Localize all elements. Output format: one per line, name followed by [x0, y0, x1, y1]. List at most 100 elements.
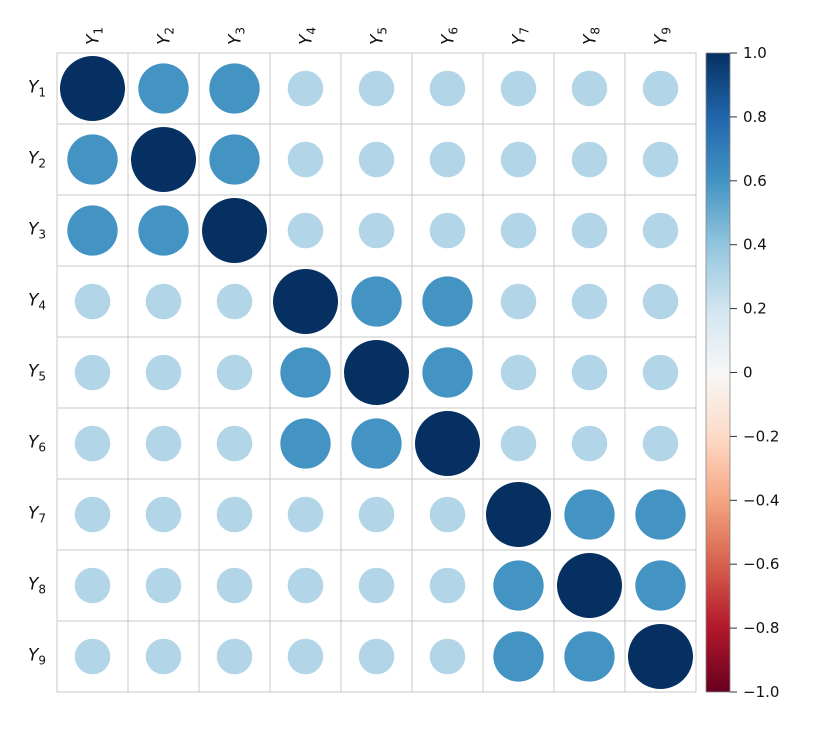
- corr-circle-3-8: [571, 212, 608, 249]
- column-labels: Y1 Y2 Y3 Y4 Y5 Y6 Y7 Y8 Y9: [84, 27, 674, 45]
- corr-circle-4-8: [571, 283, 608, 320]
- colorbar-tick-label: −0.8: [743, 619, 779, 637]
- row-labels: Y1 Y2 Y3 Y4 Y5 Y6 Y7 Y8 Y9: [28, 78, 46, 668]
- corr-circle-3-2: [138, 205, 189, 256]
- column-label-3: Y3: [226, 27, 248, 45]
- corr-circle-8-5: [358, 567, 395, 604]
- corr-circle-9-6: [429, 638, 466, 675]
- corr-circle-6-5: [351, 418, 402, 469]
- column-label-8: Y8: [581, 27, 603, 45]
- corr-circle-3-6: [429, 212, 466, 249]
- corr-circle-2-9: [642, 141, 679, 178]
- corr-circle-6-1: [74, 425, 111, 462]
- corr-circle-1-4: [287, 70, 324, 107]
- corr-circle-8-4: [287, 567, 324, 604]
- corr-circle-3-7: [500, 212, 537, 249]
- corr-circle-8-3: [216, 567, 253, 604]
- corr-circle-4-1: [74, 283, 111, 320]
- corr-circle-3-9: [642, 212, 679, 249]
- row-label-4: Y4: [28, 291, 46, 313]
- corr-circle-5-7: [500, 354, 537, 391]
- corr-circle-4-2: [145, 283, 182, 320]
- corr-circle-2-4: [287, 141, 324, 178]
- row-label-6: Y6: [28, 433, 46, 455]
- colorbar-tick-label: 0.8: [743, 108, 767, 126]
- column-label-6: Y6: [439, 27, 461, 45]
- column-label-7: Y7: [510, 27, 532, 45]
- corr-circle-4-3: [216, 283, 253, 320]
- row-label-5: Y5: [28, 362, 46, 384]
- colorbar-tick-label: 0.6: [743, 172, 767, 190]
- row-label-9: Y9: [28, 646, 46, 668]
- colorbar-tick-label: 1.0: [743, 44, 767, 62]
- corr-circle-6-3: [216, 425, 253, 462]
- corr-circle-9-7: [493, 631, 544, 682]
- corr-circle-6-8: [571, 425, 608, 462]
- corr-circle-5-9: [642, 354, 679, 391]
- corr-circle-2-3: [209, 134, 260, 185]
- corr-circle-9-8: [564, 631, 615, 682]
- corr-circle-7-6: [429, 496, 466, 533]
- corr-circle-2-2: [131, 127, 196, 192]
- corr-circle-5-6: [422, 347, 473, 398]
- row-label-3: Y3: [28, 220, 46, 242]
- corr-circle-6-6: [415, 411, 480, 476]
- corr-circle-9-5: [358, 638, 395, 675]
- column-label-5: Y5: [368, 27, 390, 45]
- corr-circle-8-7: [493, 560, 544, 611]
- corr-circle-3-4: [287, 212, 324, 249]
- colorbar-tick-label: 0: [743, 364, 753, 382]
- corr-circle-8-9: [635, 560, 686, 611]
- corr-circle-8-2: [145, 567, 182, 604]
- corr-circle-7-2: [145, 496, 182, 533]
- colorbar-tick-label: −1.0: [743, 683, 779, 701]
- corr-circle-8-6: [429, 567, 466, 604]
- corr-circle-1-9: [642, 70, 679, 107]
- colorbar-tick-label: 0.2: [743, 300, 767, 318]
- corr-circle-5-2: [145, 354, 182, 391]
- row-label-8: Y8: [28, 575, 46, 597]
- corr-circle-3-1: [67, 205, 118, 256]
- column-label-9: Y9: [652, 27, 674, 45]
- corr-circle-1-5: [358, 70, 395, 107]
- column-label-2: Y2: [155, 27, 177, 45]
- column-label-4: Y4: [297, 27, 319, 45]
- row-label-7: Y7: [28, 504, 46, 526]
- corr-circle-5-1: [74, 354, 111, 391]
- corr-circle-3-5: [358, 212, 395, 249]
- corr-circle-5-8: [571, 354, 608, 391]
- correlation-circles: [60, 56, 693, 689]
- corr-circle-4-9: [642, 283, 679, 320]
- corr-circle-7-8: [564, 489, 615, 540]
- corr-circle-2-1: [67, 134, 118, 185]
- corr-circle-9-2: [145, 638, 182, 675]
- corr-circle-9-3: [216, 638, 253, 675]
- corr-circle-6-2: [145, 425, 182, 462]
- corr-circle-2-5: [358, 141, 395, 178]
- corr-circle-9-1: [74, 638, 111, 675]
- corr-circle-7-5: [358, 496, 395, 533]
- corr-circle-1-2: [138, 63, 189, 114]
- corr-circle-7-4: [287, 496, 324, 533]
- corr-circle-5-4: [280, 347, 331, 398]
- corr-circle-1-8: [571, 70, 608, 107]
- corr-circle-7-1: [74, 496, 111, 533]
- corr-circle-7-7: [486, 482, 551, 547]
- corr-circle-4-7: [500, 283, 537, 320]
- corr-circle-1-7: [500, 70, 537, 107]
- colorbar-tick-label: −0.4: [743, 491, 779, 509]
- corr-circle-5-3: [216, 354, 253, 391]
- corr-circle-7-9: [635, 489, 686, 540]
- corr-circle-5-5: [344, 340, 409, 405]
- corr-circle-4-5: [351, 276, 402, 327]
- corr-circle-6-7: [500, 425, 537, 462]
- corr-circle-3-3: [202, 198, 267, 263]
- corr-circle-2-7: [500, 141, 537, 178]
- corr-circle-7-3: [216, 496, 253, 533]
- colorbar-gradient: [706, 53, 730, 692]
- colorbar-tick-label: −0.6: [743, 555, 779, 573]
- corr-circle-6-9: [642, 425, 679, 462]
- corr-circle-6-4: [280, 418, 331, 469]
- corr-circle-1-6: [429, 70, 466, 107]
